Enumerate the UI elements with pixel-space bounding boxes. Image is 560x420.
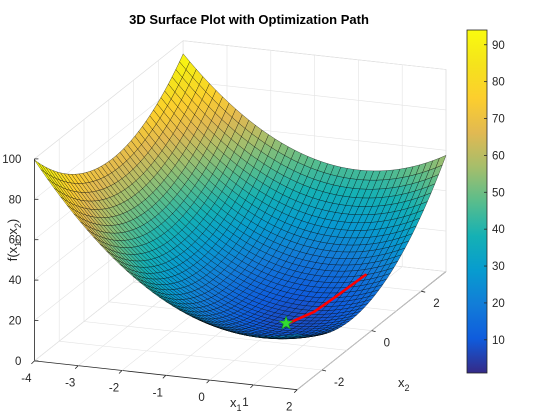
x-tick-mark <box>31 361 34 364</box>
z-tick-label: 100 <box>2 154 21 166</box>
x-tick-label: -2 <box>109 383 119 395</box>
x-tick-mark <box>119 371 122 374</box>
x-tick-mark <box>250 385 253 388</box>
y-axis-label-sub: 2 <box>405 383 410 393</box>
colorbar-tick-label: 80 <box>492 77 505 89</box>
z-tick-label: 40 <box>9 275 22 287</box>
x-axis-label-sub: 1 <box>237 403 242 413</box>
path-point <box>335 295 338 298</box>
z-axis-label-part-1: f(x <box>5 246 20 261</box>
colorbar-tick-label: 90 <box>492 40 505 52</box>
x-tick-label: 0 <box>198 392 204 404</box>
path-point <box>313 311 316 314</box>
y-tick-label: -2 <box>334 377 344 389</box>
z-tick-label: 20 <box>9 316 22 328</box>
x-axis-label: x1 <box>230 395 242 413</box>
x-tick-label: -1 <box>153 387 163 399</box>
colorbar-tick-label: 60 <box>492 150 505 162</box>
y-tick-label: 2 <box>433 298 439 310</box>
y-axis-label: x2 <box>398 375 410 393</box>
colorbar-tick-label: 70 <box>492 114 505 126</box>
y-tick-label: 0 <box>384 338 390 350</box>
y-tick-mark <box>322 370 326 371</box>
colorbar-tick-label: 20 <box>492 298 505 310</box>
x-tick-label: -4 <box>21 373 32 385</box>
x-tick-mark <box>163 375 166 378</box>
colorbar-tick-label: 30 <box>492 261 505 273</box>
x-tick-mark <box>294 390 297 393</box>
z-tick-label: 0 <box>15 356 21 368</box>
y-tick-mark <box>372 331 376 332</box>
x-tick-label: 1 <box>242 397 248 409</box>
path-point <box>364 274 367 277</box>
z-axis-label-part-3: , x <box>5 228 20 242</box>
x-tick-label: -3 <box>65 378 75 390</box>
chart-title: 3D Surface Plot with Optimization Path <box>129 12 369 27</box>
x-tick-mark <box>75 366 78 369</box>
colorbar-tick-label: 40 <box>492 224 505 236</box>
colorbar: 10 20 30 40 50 60 70 80 90 <box>467 30 505 373</box>
surface-mesh <box>34 54 446 339</box>
x-tick-mark <box>207 380 210 383</box>
x-tick-label: 2 <box>286 402 292 414</box>
path-point <box>296 318 299 321</box>
z-axis-label-part-5: ) <box>5 219 20 223</box>
colorbar-tick-label: 50 <box>492 187 505 199</box>
y-tick-mark <box>421 291 425 292</box>
z-tick-label: 80 <box>9 194 22 206</box>
colorbar-tick-label: 10 <box>492 335 505 347</box>
